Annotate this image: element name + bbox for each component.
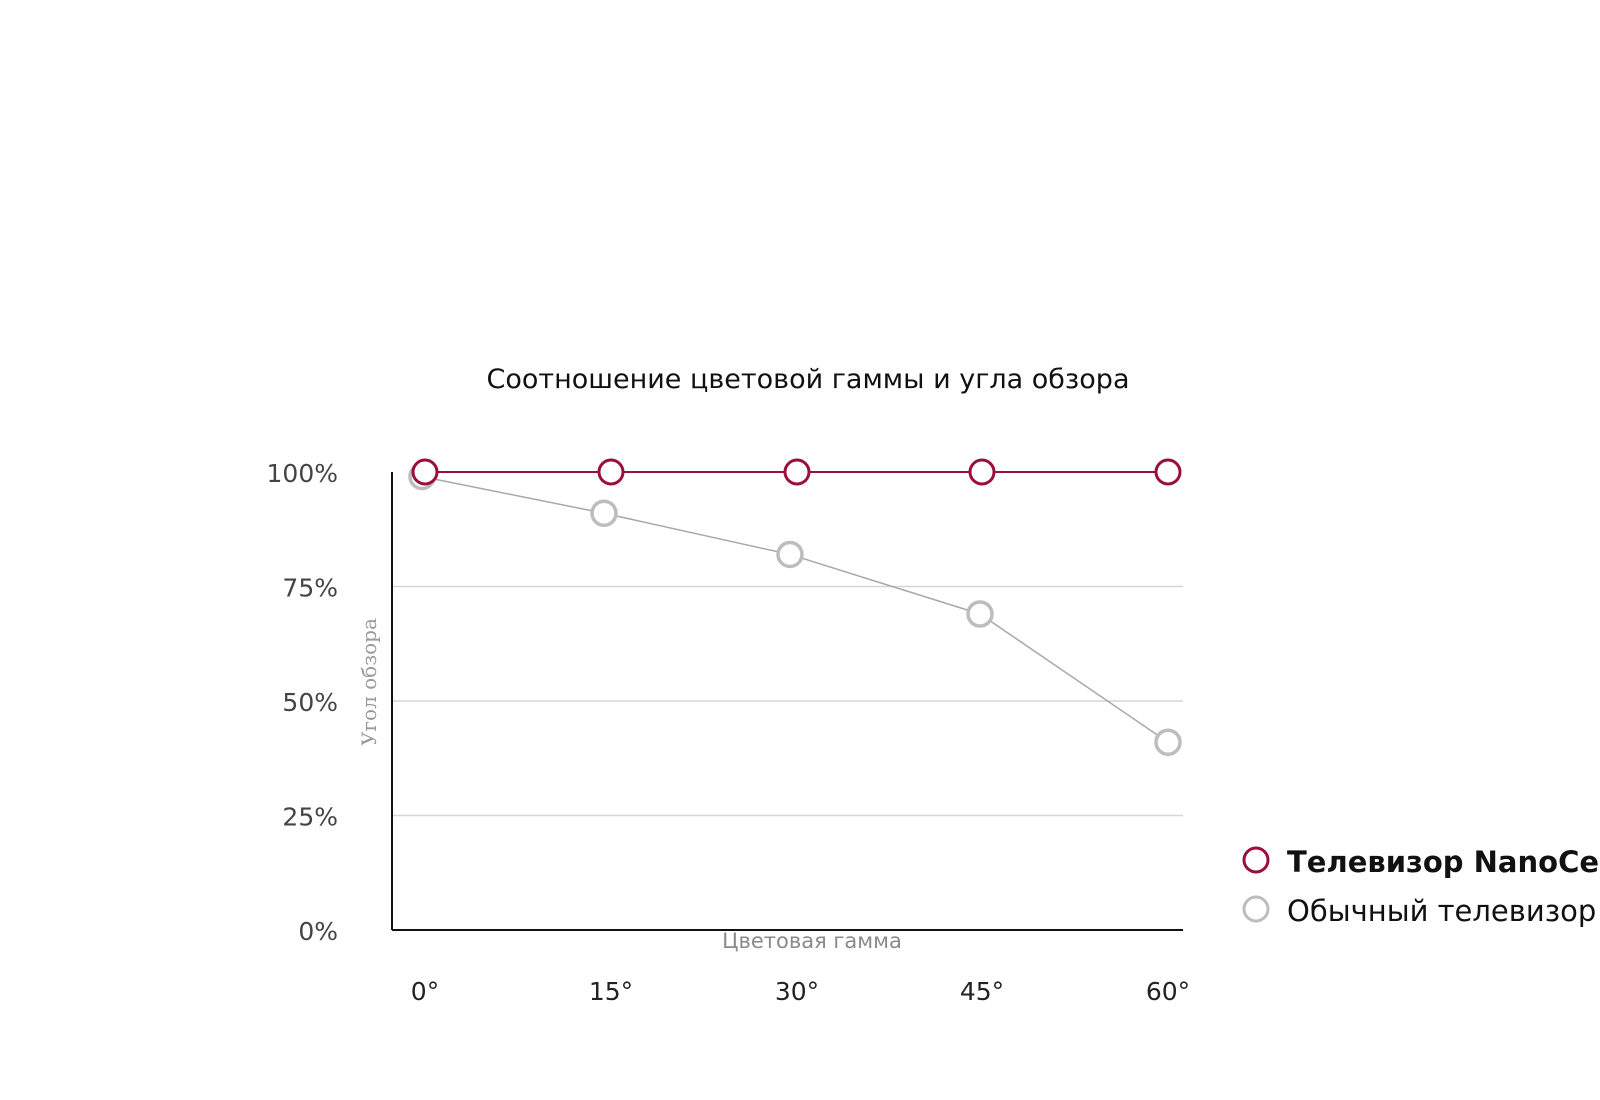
data-point [968, 458, 996, 486]
y-tick-label: 100% [267, 459, 338, 488]
y-tick-label: 25% [282, 803, 338, 832]
data-point [783, 458, 811, 486]
x-tick-label: 45° [960, 977, 1004, 1006]
legend-marker [1242, 846, 1270, 874]
data-point [1154, 728, 1182, 756]
chart-title: Соотношение цветовой гаммы и угла обзора [487, 364, 1130, 395]
legend-label: Обычный телевизор [1287, 894, 1596, 928]
y-axis-label: Угол обзора [357, 618, 381, 746]
series [408, 458, 1182, 756]
series-nanocell [411, 458, 1182, 486]
series-regular [408, 462, 1182, 756]
x-tick-label: 30° [775, 977, 819, 1006]
legend: Телевизор NanoCell Обычный телевизор [1242, 845, 1600, 928]
x-tick-label: 60° [1146, 977, 1190, 1006]
legend-marker [1242, 895, 1270, 923]
data-point [776, 540, 804, 569]
data-point [597, 458, 625, 486]
data-point [590, 499, 618, 527]
x-axis-label: Цветовая гамма [722, 929, 902, 953]
y-tick-label: 50% [282, 688, 338, 717]
y-tick-labels: 0% 25% 50% 75% 100% [267, 459, 338, 946]
y-tick-label: 0% [298, 917, 338, 946]
axes [391, 472, 1183, 931]
y-tick-label: 75% [282, 574, 338, 603]
data-point [966, 600, 994, 628]
x-tick-label: 15° [589, 977, 633, 1006]
data-point [411, 458, 439, 486]
data-point [1154, 458, 1182, 486]
legend-label: Телевизор NanoCell [1287, 845, 1600, 879]
x-tick-labels: 0° 15° 30° 45° 60° [411, 977, 1190, 1006]
x-tick-label: 0° [411, 977, 439, 1006]
grid-lines [392, 585, 1183, 817]
series-line [421, 475, 1169, 743]
